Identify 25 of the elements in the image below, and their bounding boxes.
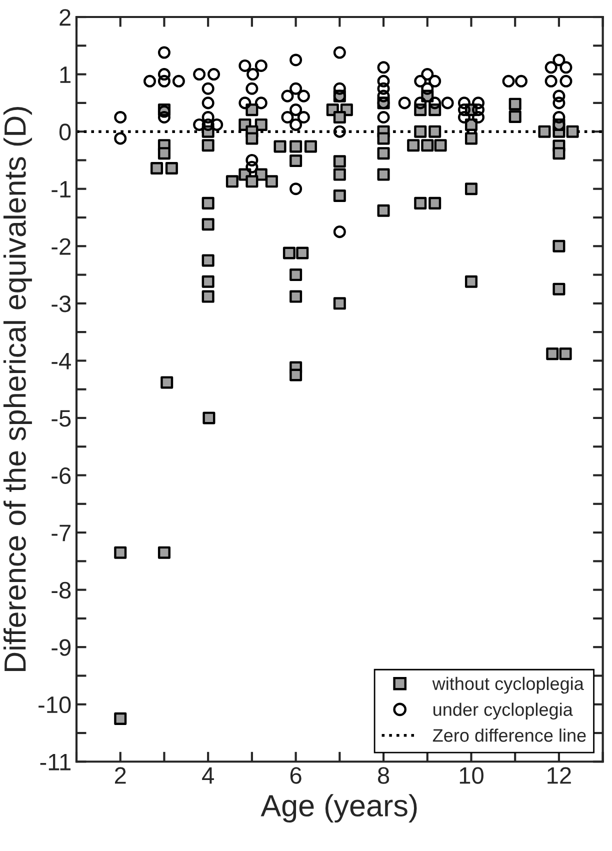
y-tick-label: -7 — [52, 524, 70, 542]
y-tick-label: -2 — [52, 238, 70, 255]
y-tick-label: -11 — [40, 754, 70, 770]
x-axis-title: Age (years) — [260, 794, 417, 823]
legend-label: without cycloplegia — [432, 676, 584, 694]
y-axis-title: Difference of the spherical equivalents (D) — [3, 107, 32, 672]
legend-label: Zero difference line — [432, 728, 586, 742]
y-tick-label: -5 — [52, 410, 71, 427]
x-tick-label: 8 — [378, 767, 390, 784]
x-tick-label: 2 — [114, 767, 126, 784]
y-tick-label: -8 — [52, 582, 71, 599]
y-tick-label: -9 — [52, 639, 71, 656]
legend-label: under cycloplegia — [434, 702, 573, 720]
y-tick-label: -1 — [52, 181, 70, 198]
y-tick-label: -6 — [52, 467, 71, 484]
y-tick-label: -4 — [52, 353, 71, 370]
x-tick-label: 6 — [290, 767, 302, 784]
x-tick-label: 10 — [460, 767, 484, 784]
y-tick-label: 0 — [59, 124, 71, 140]
y-tick-label: 2 — [60, 9, 70, 26]
x-tick-label: 4 — [202, 767, 214, 784]
y-tick-label: -3 — [52, 295, 71, 312]
y-tick-label: -10 — [38, 696, 71, 714]
x-tick-label: 12 — [548, 767, 571, 784]
y-tick-label: 1 — [60, 66, 70, 83]
